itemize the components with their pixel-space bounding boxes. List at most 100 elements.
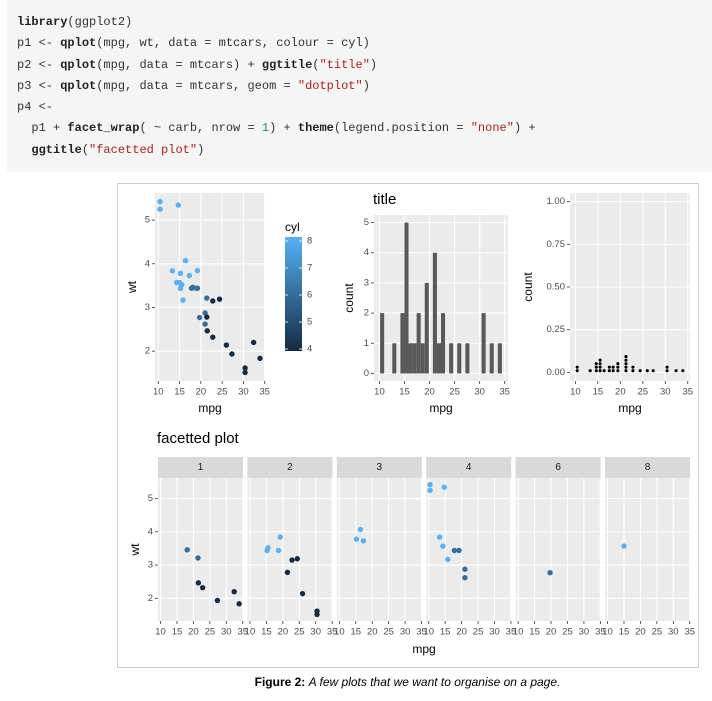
panel-background (158, 478, 243, 621)
x-tick-label: 35 (682, 387, 693, 398)
bar (436, 343, 441, 374)
dot (616, 369, 620, 373)
point (257, 355, 263, 362)
x-tick-label: 25 (473, 627, 484, 638)
bar (465, 343, 470, 374)
y-tick-label: 4 (145, 258, 150, 269)
x-tick-label: 15 (440, 627, 451, 638)
code-token: (mpg, data = mtcars) + (96, 57, 262, 72)
bar (408, 343, 413, 374)
x-tick-label: 15 (261, 627, 272, 638)
panel-background (426, 478, 512, 621)
dot (588, 369, 592, 373)
facet-label: 1 (198, 462, 204, 473)
y-axis-label: wt (128, 543, 142, 557)
code-block: library(ggplot2) p1 <- qplot(mpg, wt, dat… (7, 0, 712, 172)
bar (416, 313, 421, 374)
point (357, 526, 364, 533)
code-token: p2 <- (17, 57, 61, 72)
code-line: p1 + facet_wrap( ~ carb, nrow = 1) + the… (17, 118, 712, 139)
x-tick-label: 10 (153, 387, 164, 398)
code-token: facet_wrap (67, 121, 140, 136)
point (547, 570, 553, 576)
point (289, 557, 295, 563)
code-token: ) (369, 57, 378, 72)
code-token: ggtitle (261, 57, 313, 72)
bar (449, 343, 454, 374)
point (195, 555, 201, 561)
dot (598, 369, 602, 373)
x-tick-label: 25 (638, 387, 649, 398)
bar (489, 343, 494, 374)
point (299, 590, 306, 597)
caption-text: A few plots that we want to organise on … (308, 675, 561, 689)
point (188, 285, 195, 291)
x-tick-label: 10 (334, 627, 345, 638)
panel-background (515, 478, 601, 621)
x-tick-label: 35 (595, 627, 606, 638)
dot (598, 362, 602, 366)
y-tick-label: 2 (145, 346, 150, 357)
code-token: "title" (319, 57, 370, 72)
point (223, 342, 230, 348)
x-tick-label: 25 (217, 387, 228, 398)
y-tick-label: 0.50 (547, 282, 566, 293)
dot (645, 369, 649, 373)
dot (616, 362, 620, 366)
point (199, 584, 206, 591)
x-tick-label: 35 (259, 387, 270, 398)
code-token: p3 <- (17, 78, 61, 93)
bar (457, 343, 462, 374)
y-tick-label: 2 (148, 593, 153, 604)
dot (624, 369, 628, 373)
bar (424, 282, 429, 374)
point (180, 297, 186, 303)
point (275, 547, 282, 554)
point (445, 556, 451, 563)
dot (575, 369, 579, 373)
y-tick-label: 5 (148, 493, 153, 504)
caption-label: Figure 2: (254, 675, 306, 689)
x-tick-label: 20 (424, 387, 435, 398)
x-axis-label: mpg (412, 642, 435, 656)
x-tick-label: 10 (245, 627, 256, 638)
point (264, 547, 270, 554)
code-token: theme (297, 121, 334, 136)
point (216, 296, 223, 302)
chart-title: facetted plot (157, 430, 240, 447)
code-token: p4 <- (17, 100, 54, 115)
x-tick-label: 20 (615, 387, 626, 398)
x-tick-label: 10 (513, 627, 524, 638)
point (314, 611, 320, 618)
bar (404, 222, 409, 374)
code-token: "none" (470, 121, 514, 136)
x-tick-label: 35 (506, 627, 517, 638)
bar (400, 313, 405, 374)
dot (575, 365, 579, 369)
point (204, 295, 210, 301)
code-token: (mpg, data = mtcars, geom = (96, 78, 298, 93)
facet-strip (426, 457, 512, 478)
facet-strip (247, 457, 333, 478)
x-tick-label: 20 (196, 387, 207, 398)
dot (624, 365, 628, 369)
code-token: p1 <- (17, 36, 61, 51)
x-tick-label: 30 (668, 627, 679, 638)
x-tick-label: 30 (238, 387, 249, 398)
x-tick-label: 10 (570, 387, 581, 398)
x-tick-label: 15 (174, 387, 185, 398)
y-axis-label: wt (125, 280, 139, 294)
code-line: p3 <- qplot(mpg, data = mtcars, geom = "… (17, 76, 712, 97)
point (360, 538, 367, 544)
code-token: "facetted plot" (89, 142, 198, 157)
bar (420, 343, 425, 374)
point (250, 339, 257, 346)
point (169, 268, 176, 274)
point (462, 566, 468, 572)
code-token: ) + (513, 121, 536, 136)
point (462, 574, 468, 581)
bar (441, 313, 446, 374)
colorbar-tick-label: 4 (307, 344, 312, 355)
